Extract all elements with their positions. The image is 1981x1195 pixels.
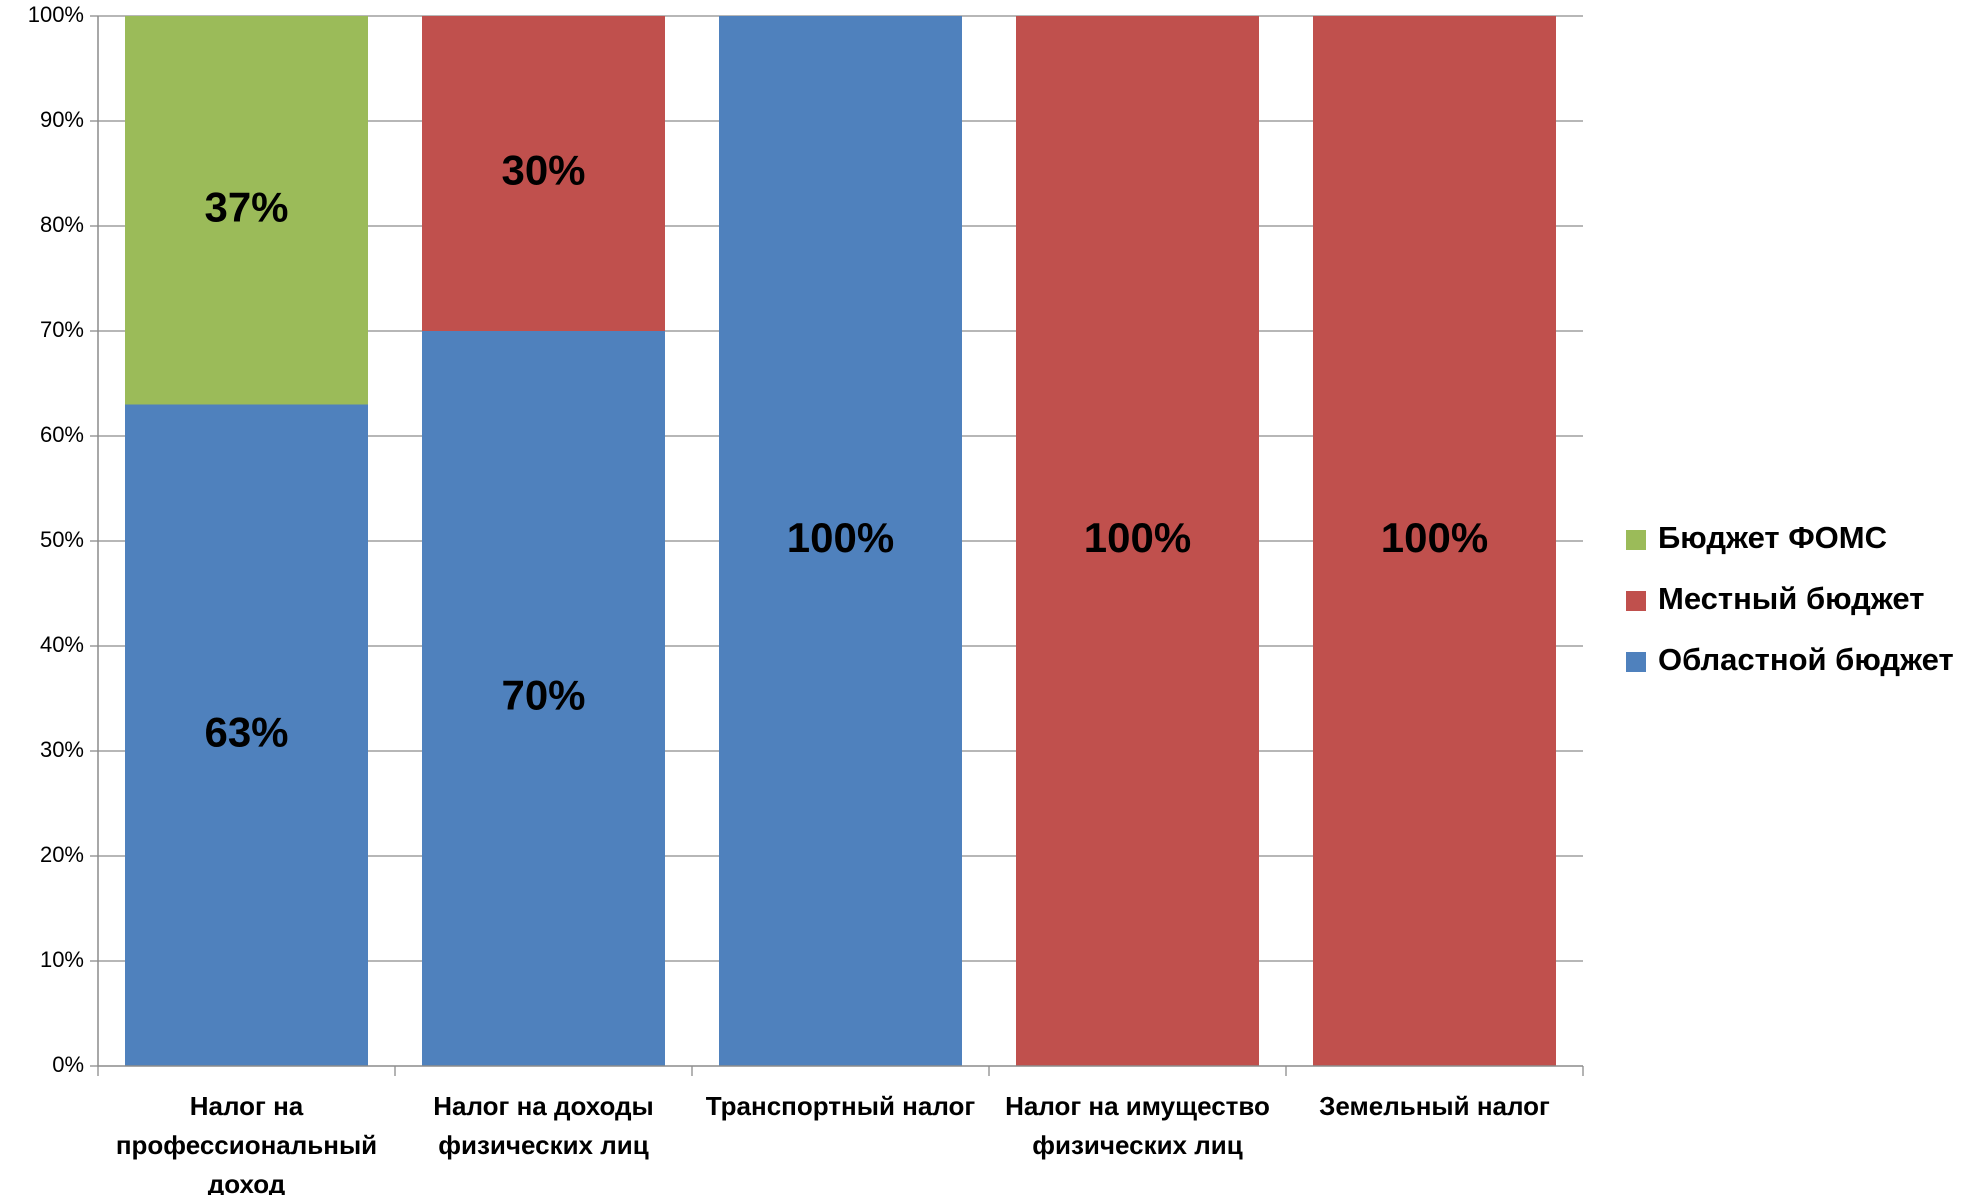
bar-segment xyxy=(422,16,665,331)
y-tick-label: 30% xyxy=(40,737,84,762)
legend-item: Местный бюджет xyxy=(1626,581,1924,616)
y-axis-tick-labels: 0% 10% 20% 30% 40% 50% 60% 70% 80% 90% 100% xyxy=(28,2,84,1077)
x-tick-label: Земельный налог xyxy=(1319,1091,1550,1121)
legend-swatch xyxy=(1626,591,1646,611)
data-label: 100% xyxy=(1084,514,1191,561)
legend-swatch xyxy=(1626,652,1646,672)
bar-segment xyxy=(422,331,665,1066)
x-tick-label: профессиональный xyxy=(116,1130,377,1160)
bar-segment xyxy=(125,16,368,405)
y-tick-label: 70% xyxy=(40,317,84,342)
y-tick-label: 0% xyxy=(52,1052,84,1077)
y-tick-label: 20% xyxy=(40,842,84,867)
bar-segment xyxy=(719,16,962,1066)
data-label: 63% xyxy=(204,708,288,755)
x-tick-label: Налог на доходы xyxy=(433,1091,654,1121)
x-tick-label: физических лиц xyxy=(1032,1130,1242,1160)
y-tick-label: 60% xyxy=(40,422,84,447)
y-tick-label: 90% xyxy=(40,107,84,132)
bar-segment xyxy=(1313,16,1556,1066)
legend: Бюджет ФОМС Местный бюджет Областной бюдже… xyxy=(1626,520,1954,677)
y-tick-label: 40% xyxy=(40,632,84,657)
data-label: 37% xyxy=(204,183,288,230)
x-axis-tick-labels: Налог на профессиональный доход Налог на до… xyxy=(116,1091,1550,1195)
legend-label: Бюджет ФОМС xyxy=(1658,520,1887,555)
legend-swatch xyxy=(1626,530,1646,550)
data-label: 30% xyxy=(501,147,585,194)
x-tick-label: Транспортный налог xyxy=(706,1091,976,1121)
x-tick-label: доход xyxy=(208,1169,286,1195)
data-labels: 63% 37% 70% 30% 100% 100% 100% xyxy=(204,147,1488,756)
x-tick-label: физических лиц xyxy=(438,1130,648,1160)
bars xyxy=(125,16,1556,1066)
data-label: 70% xyxy=(501,672,585,719)
y-tick-label: 80% xyxy=(40,212,84,237)
x-tick-label: Налог на xyxy=(190,1091,304,1121)
bar-segment xyxy=(1016,16,1259,1066)
legend-label: Областной бюджет xyxy=(1658,642,1954,677)
axes xyxy=(90,15,1584,1076)
legend-item: Бюджет ФОМС xyxy=(1626,520,1887,555)
legend-item: Областной бюджет xyxy=(1626,642,1954,677)
y-tick-label: 10% xyxy=(40,947,84,972)
bar-segment xyxy=(125,404,368,1066)
y-tick-label: 100% xyxy=(28,2,84,27)
data-label: 100% xyxy=(787,514,894,561)
legend-label: Местный бюджет xyxy=(1658,581,1924,616)
y-tick-label: 50% xyxy=(40,527,84,552)
data-label: 100% xyxy=(1381,514,1488,561)
x-tick-label: Налог на имущество xyxy=(1005,1091,1270,1121)
